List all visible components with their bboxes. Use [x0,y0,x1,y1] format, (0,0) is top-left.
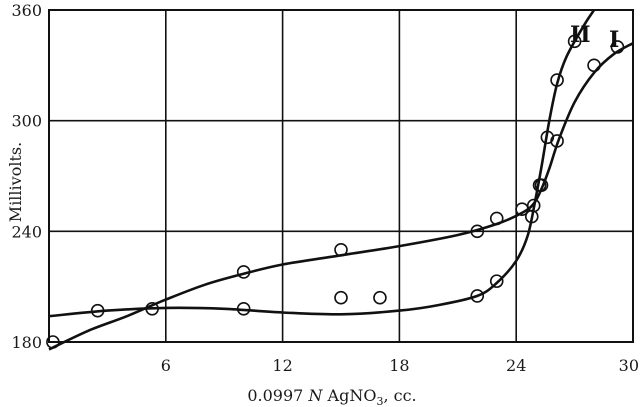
data-point-i [236,265,251,279]
y-axis-label: Millivolts. [6,142,25,222]
series-label-ii: II [570,22,591,48]
data-point-ii [236,301,251,316]
tick-labels: 6 12 18 24 30 180 240 300 360 [11,1,639,375]
data-point-ii [373,290,387,305]
data-point-i [587,58,601,73]
series-label-i: I [609,27,619,53]
x-tick-label: 6 [161,356,171,375]
data-point-i [334,242,348,257]
y-tick-label: 180 [11,333,42,352]
x-axis-label: 0.0997 N AgNO3, cc. [247,386,416,407]
x-tick-label: 30 [619,356,639,375]
data-point-ii [532,178,547,193]
data-points [46,34,625,349]
data-point-ii [540,130,555,145]
data-point-ii [550,73,564,87]
y-tick-label: 360 [11,1,42,20]
data-point-i [610,40,625,54]
x-tick-label: 18 [389,356,409,375]
data-point-i [470,224,485,239]
data-point-ii [489,274,504,288]
x-tick-label: 24 [506,356,526,375]
data-point-ii [334,290,348,305]
grid [49,10,633,342]
data-point-ii [90,303,105,318]
plot-frame [48,9,634,343]
data-point-i [46,335,60,349]
x-tick-label: 12 [272,356,292,375]
y-tick-label: 300 [11,112,42,131]
data-point-ii [524,209,539,224]
data-point-i [145,301,159,316]
data-point-ii [567,34,582,49]
y-tick-label: 240 [11,222,42,241]
data-point-i [489,211,504,226]
series-line-i [48,42,634,351]
data-point-ii [470,289,485,303]
curves [48,9,634,351]
series-line-ii [48,9,596,318]
